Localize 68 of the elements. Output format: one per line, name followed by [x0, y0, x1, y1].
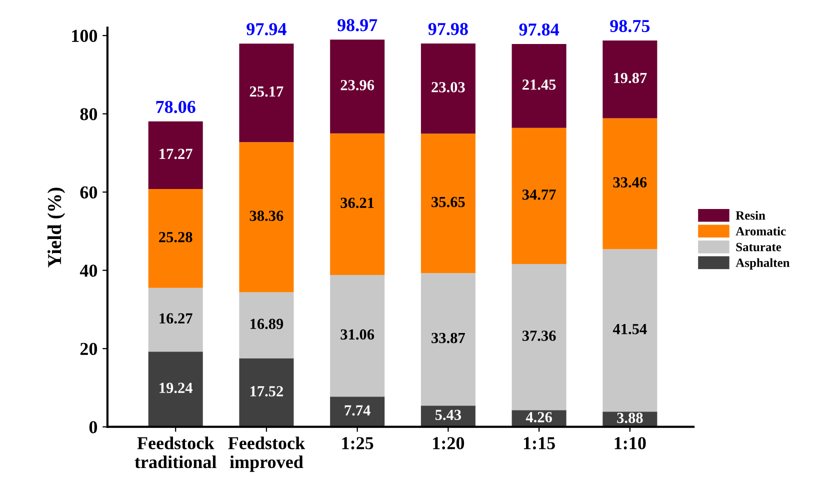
- data-label: 17.27: [160, 148, 192, 160]
- x-tick-label: 1:10: [614, 437, 646, 450]
- total-label: 97.94: [246, 23, 286, 36]
- y-tick-label: 60: [80, 186, 98, 199]
- data-label: 33.46: [613, 177, 647, 188]
- data-label: 7.74: [344, 405, 370, 416]
- data-label: 19.24: [160, 382, 192, 394]
- data-label: 5.43: [435, 410, 462, 420]
- data-label: 23.96: [340, 80, 374, 90]
- bar: [239, 44, 294, 142]
- bar: [602, 118, 658, 250]
- data-label: 16.89: [250, 318, 284, 330]
- total-label: 78.06: [156, 100, 196, 114]
- y-tick-label: 40: [80, 264, 98, 277]
- bar: [148, 352, 203, 427]
- y-tick-label: 20: [80, 342, 98, 356]
- data-label: 3.88: [617, 412, 643, 424]
- data-label: 16.27: [160, 313, 192, 324]
- data-label: 31.06: [340, 329, 374, 340]
- legend-label: Asphalten: [736, 258, 790, 270]
- data-label: 41.54: [612, 324, 647, 334]
- bar: [330, 396, 385, 427]
- total-label: 98.97: [338, 19, 378, 32]
- x-tick-label: 1:20: [433, 437, 464, 450]
- y-tick-label: 80: [80, 108, 98, 120]
- x-tick-label: 1:15: [524, 437, 555, 450]
- y-tick-label: 100: [72, 30, 98, 42]
- bar: [330, 275, 385, 397]
- data-label: 23.03: [432, 82, 465, 92]
- legend-label: Resin: [736, 210, 766, 220]
- bar: [420, 43, 476, 134]
- data-label: 25.28: [159, 232, 192, 242]
- bar: [239, 292, 294, 358]
- total-label: 98.75: [610, 20, 650, 32]
- data-label: 37.36: [522, 330, 556, 341]
- bar: [512, 44, 566, 128]
- bar: [420, 273, 476, 406]
- bar: [148, 188, 203, 288]
- bar: [330, 40, 385, 134]
- data-label: 33.87: [432, 332, 466, 344]
- bar: [148, 121, 203, 189]
- bar: [148, 288, 203, 352]
- data-label: 19.87: [614, 72, 647, 84]
- data-label: 4.26: [526, 412, 552, 422]
- legend-label: Saturate: [736, 242, 782, 252]
- total-label: 97.98: [428, 22, 468, 36]
- y-tick-label: 0: [89, 421, 98, 434]
- data-label: 35.65: [432, 196, 465, 208]
- x-tick-label: Feedstock traditional: [134, 436, 216, 468]
- bar: [420, 134, 476, 274]
- legend-label: Aromatic: [736, 226, 786, 236]
- y-axis-title: Yield (%): [47, 188, 66, 268]
- x-tick-label: Feedstock improved: [228, 436, 306, 472]
- data-label: 38.36: [250, 210, 284, 222]
- bar: [239, 142, 294, 292]
- x-tick-label: 1:25: [342, 437, 374, 450]
- bar: [602, 249, 658, 412]
- data-label: 36.21: [340, 198, 374, 208]
- data-label: 34.77: [522, 190, 556, 200]
- bar: [602, 40, 658, 118]
- data-label: 21.45: [522, 80, 556, 90]
- bar: [512, 264, 566, 410]
- bar: [330, 133, 385, 276]
- data-label: 17.52: [250, 386, 283, 396]
- bar: [239, 358, 294, 427]
- bar: [512, 128, 566, 264]
- data-label: 25.17: [250, 86, 284, 97]
- total-label: 97.84: [519, 23, 560, 36]
